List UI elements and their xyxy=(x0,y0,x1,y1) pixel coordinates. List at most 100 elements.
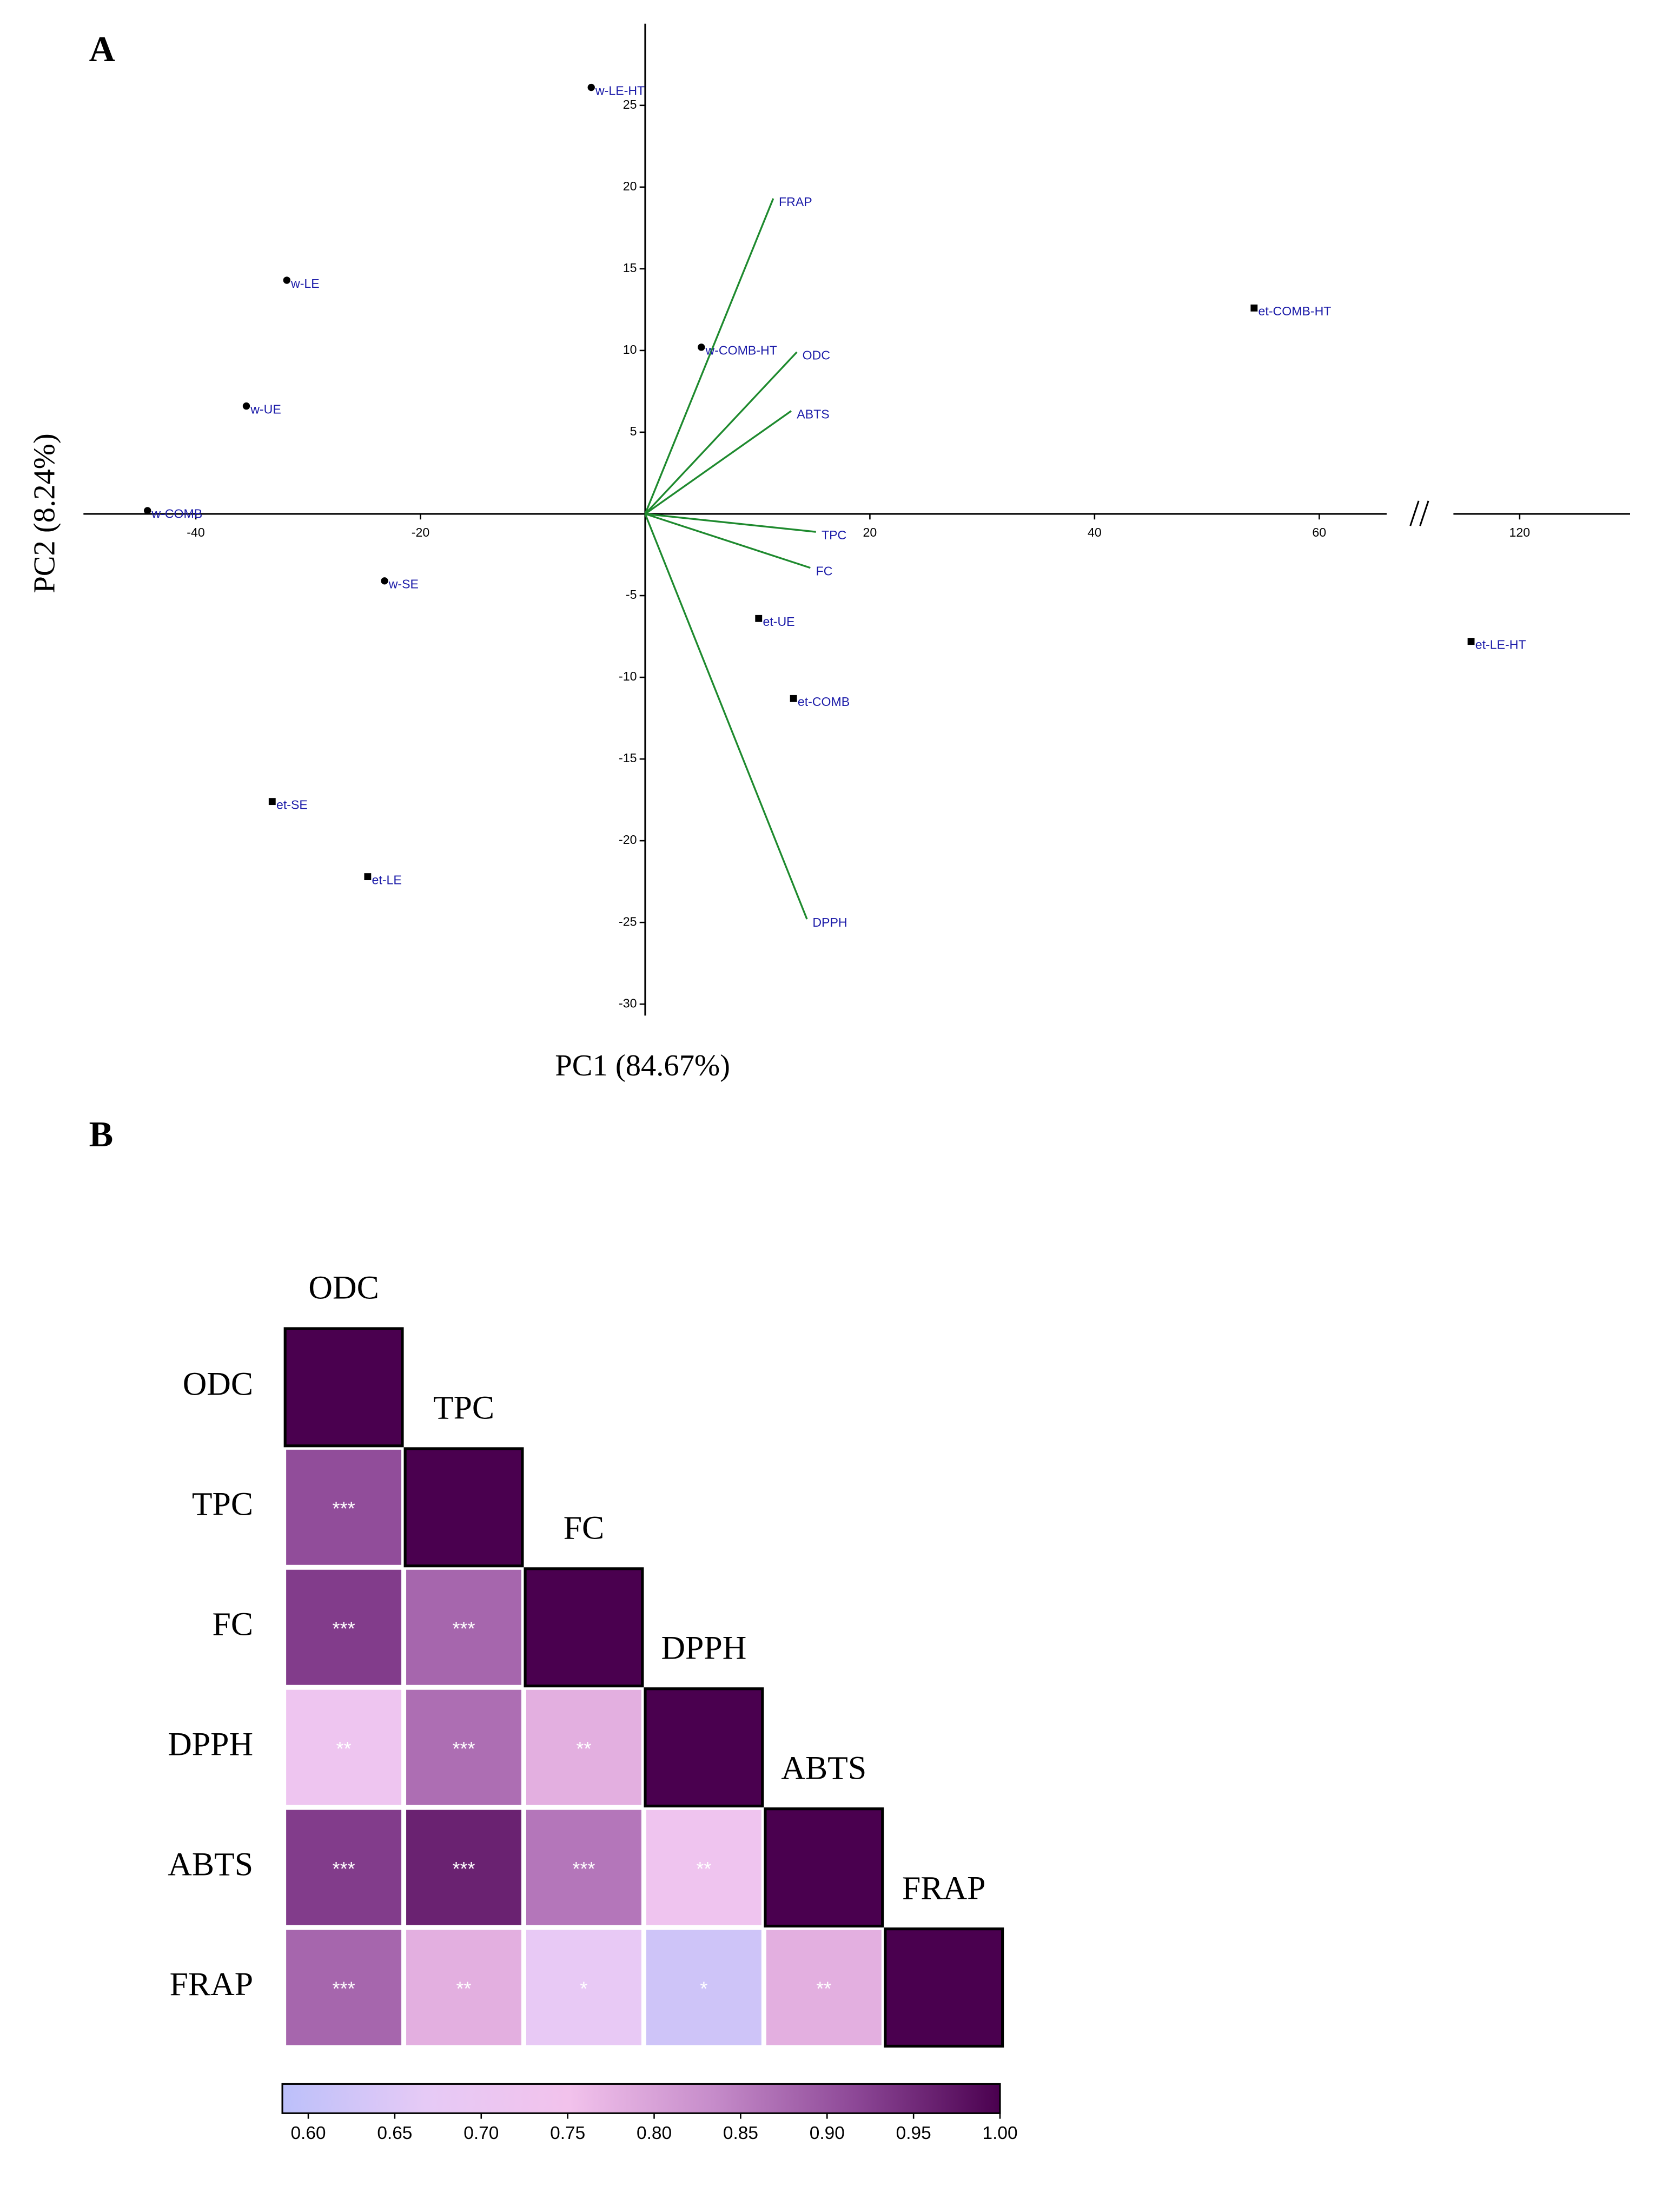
colorbar-tick-label: 0.65 xyxy=(377,2123,412,2143)
column-label: FRAP xyxy=(902,1870,985,1906)
x-tick-label: 20 xyxy=(863,525,877,539)
y-tick-label: 10 xyxy=(623,342,637,356)
point-label: et-SE xyxy=(276,797,308,811)
heatmap-cell xyxy=(403,1447,524,1568)
significance-label: *** xyxy=(333,1858,355,1880)
heatmap-cell xyxy=(284,1567,403,1687)
loading-label: ABTS xyxy=(797,407,829,421)
point-label: et-COMB-HT xyxy=(1259,304,1332,318)
y-axis-label: PC2 (8.24%) xyxy=(28,433,61,593)
colorbar-tick-label: 0.60 xyxy=(290,2123,326,2143)
significance-label: *** xyxy=(333,1497,355,1520)
significance-label: *** xyxy=(572,1858,595,1880)
row-label: FC xyxy=(213,1606,254,1642)
loading-vector xyxy=(645,513,816,533)
significance-label: ** xyxy=(696,1858,711,1880)
y-tick-label: -25 xyxy=(619,914,637,928)
point-label: w-COMB-HT xyxy=(705,344,777,358)
point xyxy=(268,798,276,805)
heatmap-cell xyxy=(644,1927,764,2048)
point xyxy=(587,83,595,91)
column-label: FC xyxy=(564,1510,605,1547)
loading-vector xyxy=(644,513,808,920)
loading-label: FRAP xyxy=(779,195,812,209)
point-label: w-SE xyxy=(388,577,419,591)
heatmap-cell xyxy=(404,1927,524,2048)
heatmap-cell xyxy=(524,1807,644,1927)
colorbar-tick-label: 0.95 xyxy=(896,2123,931,2143)
loading-vector xyxy=(644,351,798,515)
heatmap-cell xyxy=(884,1927,1004,2048)
heatmap-cell xyxy=(404,1807,524,1927)
point-label: w-LE xyxy=(290,276,320,290)
loading-vector xyxy=(645,513,811,569)
y-tick-label: -5 xyxy=(626,587,637,602)
point-label: et-LE xyxy=(372,873,402,887)
colorbar-tick-label: 0.90 xyxy=(810,2123,845,2143)
x-axis-label: PC1 (84.67%) xyxy=(555,1049,730,1082)
x-tick-label: 40 xyxy=(1088,525,1102,539)
colorbar-tick-label: 0.70 xyxy=(463,2123,499,2143)
significance-label: * xyxy=(700,1978,707,2000)
column-label: ODC xyxy=(308,1270,379,1306)
loading-label: ODC xyxy=(803,348,830,362)
y-tick-label: 20 xyxy=(623,179,637,193)
significance-label: ** xyxy=(456,1978,472,2000)
x-tick-label: -20 xyxy=(412,525,429,539)
point-label: w-LE-HT xyxy=(595,83,645,97)
heatmap-cell xyxy=(644,1807,764,1927)
column-label: TPC xyxy=(433,1390,494,1427)
point xyxy=(790,695,797,702)
point xyxy=(144,507,151,514)
significance-label: ** xyxy=(336,1738,352,1760)
heatmap-cell xyxy=(524,1687,644,1807)
heatmap-cell xyxy=(764,1927,884,2048)
point-label: w-UE xyxy=(250,402,281,416)
colorbar-tick-label: 0.80 xyxy=(637,2123,672,2143)
significance-label: *** xyxy=(453,1738,475,1760)
row-label: FRAP xyxy=(170,1966,253,2003)
y-tick-label: -20 xyxy=(619,833,637,847)
x-tick-label: -40 xyxy=(187,525,204,539)
point xyxy=(1250,304,1258,312)
point xyxy=(698,344,705,351)
point-label: et-COMB xyxy=(798,695,850,709)
y-tick-label: 5 xyxy=(630,424,637,438)
point xyxy=(283,276,290,284)
significance-label: * xyxy=(580,1978,587,2000)
heatmap-cell xyxy=(524,1927,644,2048)
loading-label: DPPH xyxy=(812,915,847,929)
heatmap-cell xyxy=(644,1687,764,1808)
y-tick-label: -15 xyxy=(619,751,637,765)
point xyxy=(1467,638,1475,645)
y-tick-label: -10 xyxy=(619,669,637,683)
point-label: et-UE xyxy=(763,615,794,629)
heatmap-cell xyxy=(404,1687,524,1807)
x-tick-label: 120 xyxy=(1509,525,1531,539)
axis-break xyxy=(1419,500,1429,526)
column-label: ABTS xyxy=(781,1749,866,1786)
loading-label: FC xyxy=(816,564,833,578)
axis-break xyxy=(1409,500,1420,526)
significance-label: *** xyxy=(333,1617,355,1640)
x-tick-label: 60 xyxy=(1312,525,1326,539)
loading-label: TPC xyxy=(822,528,846,542)
point-label: et-LE-HT xyxy=(1475,637,1526,651)
y-tick-label: 15 xyxy=(623,261,637,275)
column-label: DPPH xyxy=(661,1630,746,1667)
row-label: DPPH xyxy=(168,1726,253,1762)
significance-label: *** xyxy=(453,1858,475,1880)
heatmap-cell xyxy=(524,1567,644,1688)
panel-label: A xyxy=(89,29,115,69)
colorbar-tick-label: 1.00 xyxy=(982,2123,1017,2143)
point xyxy=(364,873,372,881)
point xyxy=(381,577,388,585)
point-label: w-COMB xyxy=(151,507,202,521)
point xyxy=(755,615,763,622)
y-tick-label: 25 xyxy=(623,97,637,111)
significance-label: *** xyxy=(453,1617,475,1640)
heatmap-cell xyxy=(764,1807,884,1928)
colorbar xyxy=(281,2083,1001,2114)
row-label: ABTS xyxy=(168,1846,253,1883)
